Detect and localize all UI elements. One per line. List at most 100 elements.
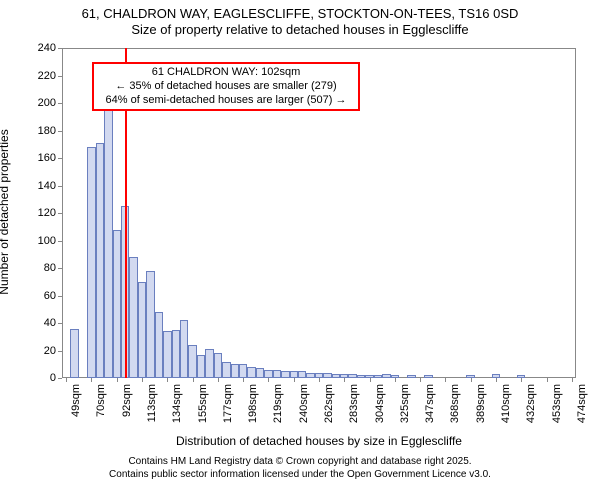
histogram-bar — [239, 364, 247, 378]
histogram-bar — [205, 349, 213, 378]
y-tick-label: 220 — [24, 70, 56, 82]
histogram-bar — [306, 373, 314, 379]
x-tick-label: 134sqm — [171, 384, 183, 434]
histogram-bar — [155, 312, 163, 378]
histogram-bar — [104, 109, 112, 379]
histogram-bar — [138, 282, 146, 378]
y-tick-label: 100 — [24, 235, 56, 247]
x-tick-label: 474sqm — [576, 384, 588, 434]
x-tick — [572, 378, 573, 382]
y-tick — [58, 76, 62, 77]
x-tick — [91, 378, 92, 382]
y-tick-label: 60 — [24, 290, 56, 302]
x-tick-label: 389sqm — [475, 384, 487, 434]
y-tick-label: 120 — [24, 207, 56, 219]
histogram-bar — [231, 364, 239, 378]
footer: Contains HM Land Registry data © Crown c… — [0, 456, 600, 481]
x-tick-label: 177sqm — [222, 384, 234, 434]
histogram-bar — [290, 371, 298, 378]
callout-line-1: 61 CHALDRON WAY: 102sqm — [100, 66, 352, 80]
y-tick-label: 240 — [24, 42, 56, 54]
y-tick-label: 40 — [24, 317, 56, 329]
title-line-1: 61, CHALDRON WAY, EAGLESCLIFFE, STOCKTON… — [0, 6, 600, 22]
histogram-bar — [87, 147, 95, 378]
chart-root: 61, CHALDRON WAY, EAGLESCLIFFE, STOCKTON… — [0, 0, 600, 500]
x-tick — [167, 378, 168, 382]
callout-line-2: ← 35% of detached houses are smaller (27… — [100, 80, 352, 94]
histogram-bar — [222, 362, 230, 379]
histogram-bar — [197, 355, 205, 378]
x-tick — [193, 378, 194, 382]
x-tick-label: 283sqm — [348, 384, 360, 434]
x-tick-label: 432sqm — [525, 384, 537, 434]
y-tick-label: 140 — [24, 180, 56, 192]
histogram-bar — [348, 374, 356, 378]
x-tick-label: 92sqm — [121, 384, 133, 434]
x-tick-label: 410sqm — [500, 384, 512, 434]
histogram-bar — [172, 330, 180, 378]
y-axis-title: Number of detached properties — [0, 62, 11, 362]
histogram-bar — [332, 374, 340, 378]
x-tick-label: 113sqm — [146, 384, 158, 434]
callout-box: 61 CHALDRON WAY: 102sqm ← 35% of detache… — [92, 62, 360, 111]
x-tick-label: 347sqm — [424, 384, 436, 434]
x-tick — [142, 378, 143, 382]
histogram-bar — [214, 353, 222, 378]
y-tick — [58, 378, 62, 379]
y-tick — [58, 268, 62, 269]
x-tick-label: 155sqm — [197, 384, 209, 434]
x-tick — [445, 378, 446, 382]
histogram-bar — [188, 345, 196, 378]
histogram-bar — [129, 257, 137, 378]
histogram-bar — [323, 373, 331, 379]
x-tick-label: 453sqm — [551, 384, 563, 434]
y-tick-label: 200 — [24, 97, 56, 109]
histogram-bar — [298, 371, 306, 378]
y-tick — [58, 158, 62, 159]
x-tick — [243, 378, 244, 382]
y-tick — [58, 323, 62, 324]
y-tick — [58, 296, 62, 297]
y-tick — [58, 213, 62, 214]
x-tick — [268, 378, 269, 382]
y-tick — [58, 186, 62, 187]
x-tick — [294, 378, 295, 382]
histogram-bar — [264, 370, 272, 378]
x-tick-label: 262sqm — [323, 384, 335, 434]
y-tick-label: 160 — [24, 152, 56, 164]
histogram-bar — [247, 367, 255, 378]
title-line-2: Size of property relative to detached ho… — [0, 22, 600, 38]
histogram-bar — [163, 331, 171, 378]
y-tick-label: 20 — [24, 345, 56, 357]
callout-line-3: 64% of semi-detached houses are larger (… — [100, 94, 352, 108]
x-tick — [395, 378, 396, 382]
y-tick — [58, 48, 62, 49]
footer-line-1: Contains HM Land Registry data © Crown c… — [0, 456, 600, 469]
x-tick-label: 70sqm — [95, 384, 107, 434]
y-tick-label: 0 — [24, 372, 56, 384]
histogram-bar — [281, 371, 289, 378]
x-tick — [218, 378, 219, 382]
x-tick — [344, 378, 345, 382]
histogram-bar — [382, 374, 390, 378]
x-tick — [496, 378, 497, 382]
x-tick — [117, 378, 118, 382]
y-tick-label: 80 — [24, 262, 56, 274]
x-tick — [319, 378, 320, 382]
y-tick — [58, 131, 62, 132]
histogram-bar — [256, 368, 264, 378]
x-tick-label: 219sqm — [272, 384, 284, 434]
y-tick — [58, 103, 62, 104]
x-tick — [420, 378, 421, 382]
y-tick — [58, 351, 62, 352]
chart-title: 61, CHALDRON WAY, EAGLESCLIFFE, STOCKTON… — [0, 6, 600, 39]
x-tick-label: 240sqm — [298, 384, 310, 434]
x-tick — [471, 378, 472, 382]
x-tick-label: 198sqm — [247, 384, 259, 434]
x-tick — [521, 378, 522, 382]
histogram-bar — [113, 230, 121, 379]
x-tick-label: 49sqm — [70, 384, 82, 434]
footer-line-2: Contains public sector information licen… — [0, 469, 600, 482]
y-tick-label: 180 — [24, 125, 56, 137]
histogram-bar — [273, 370, 281, 378]
